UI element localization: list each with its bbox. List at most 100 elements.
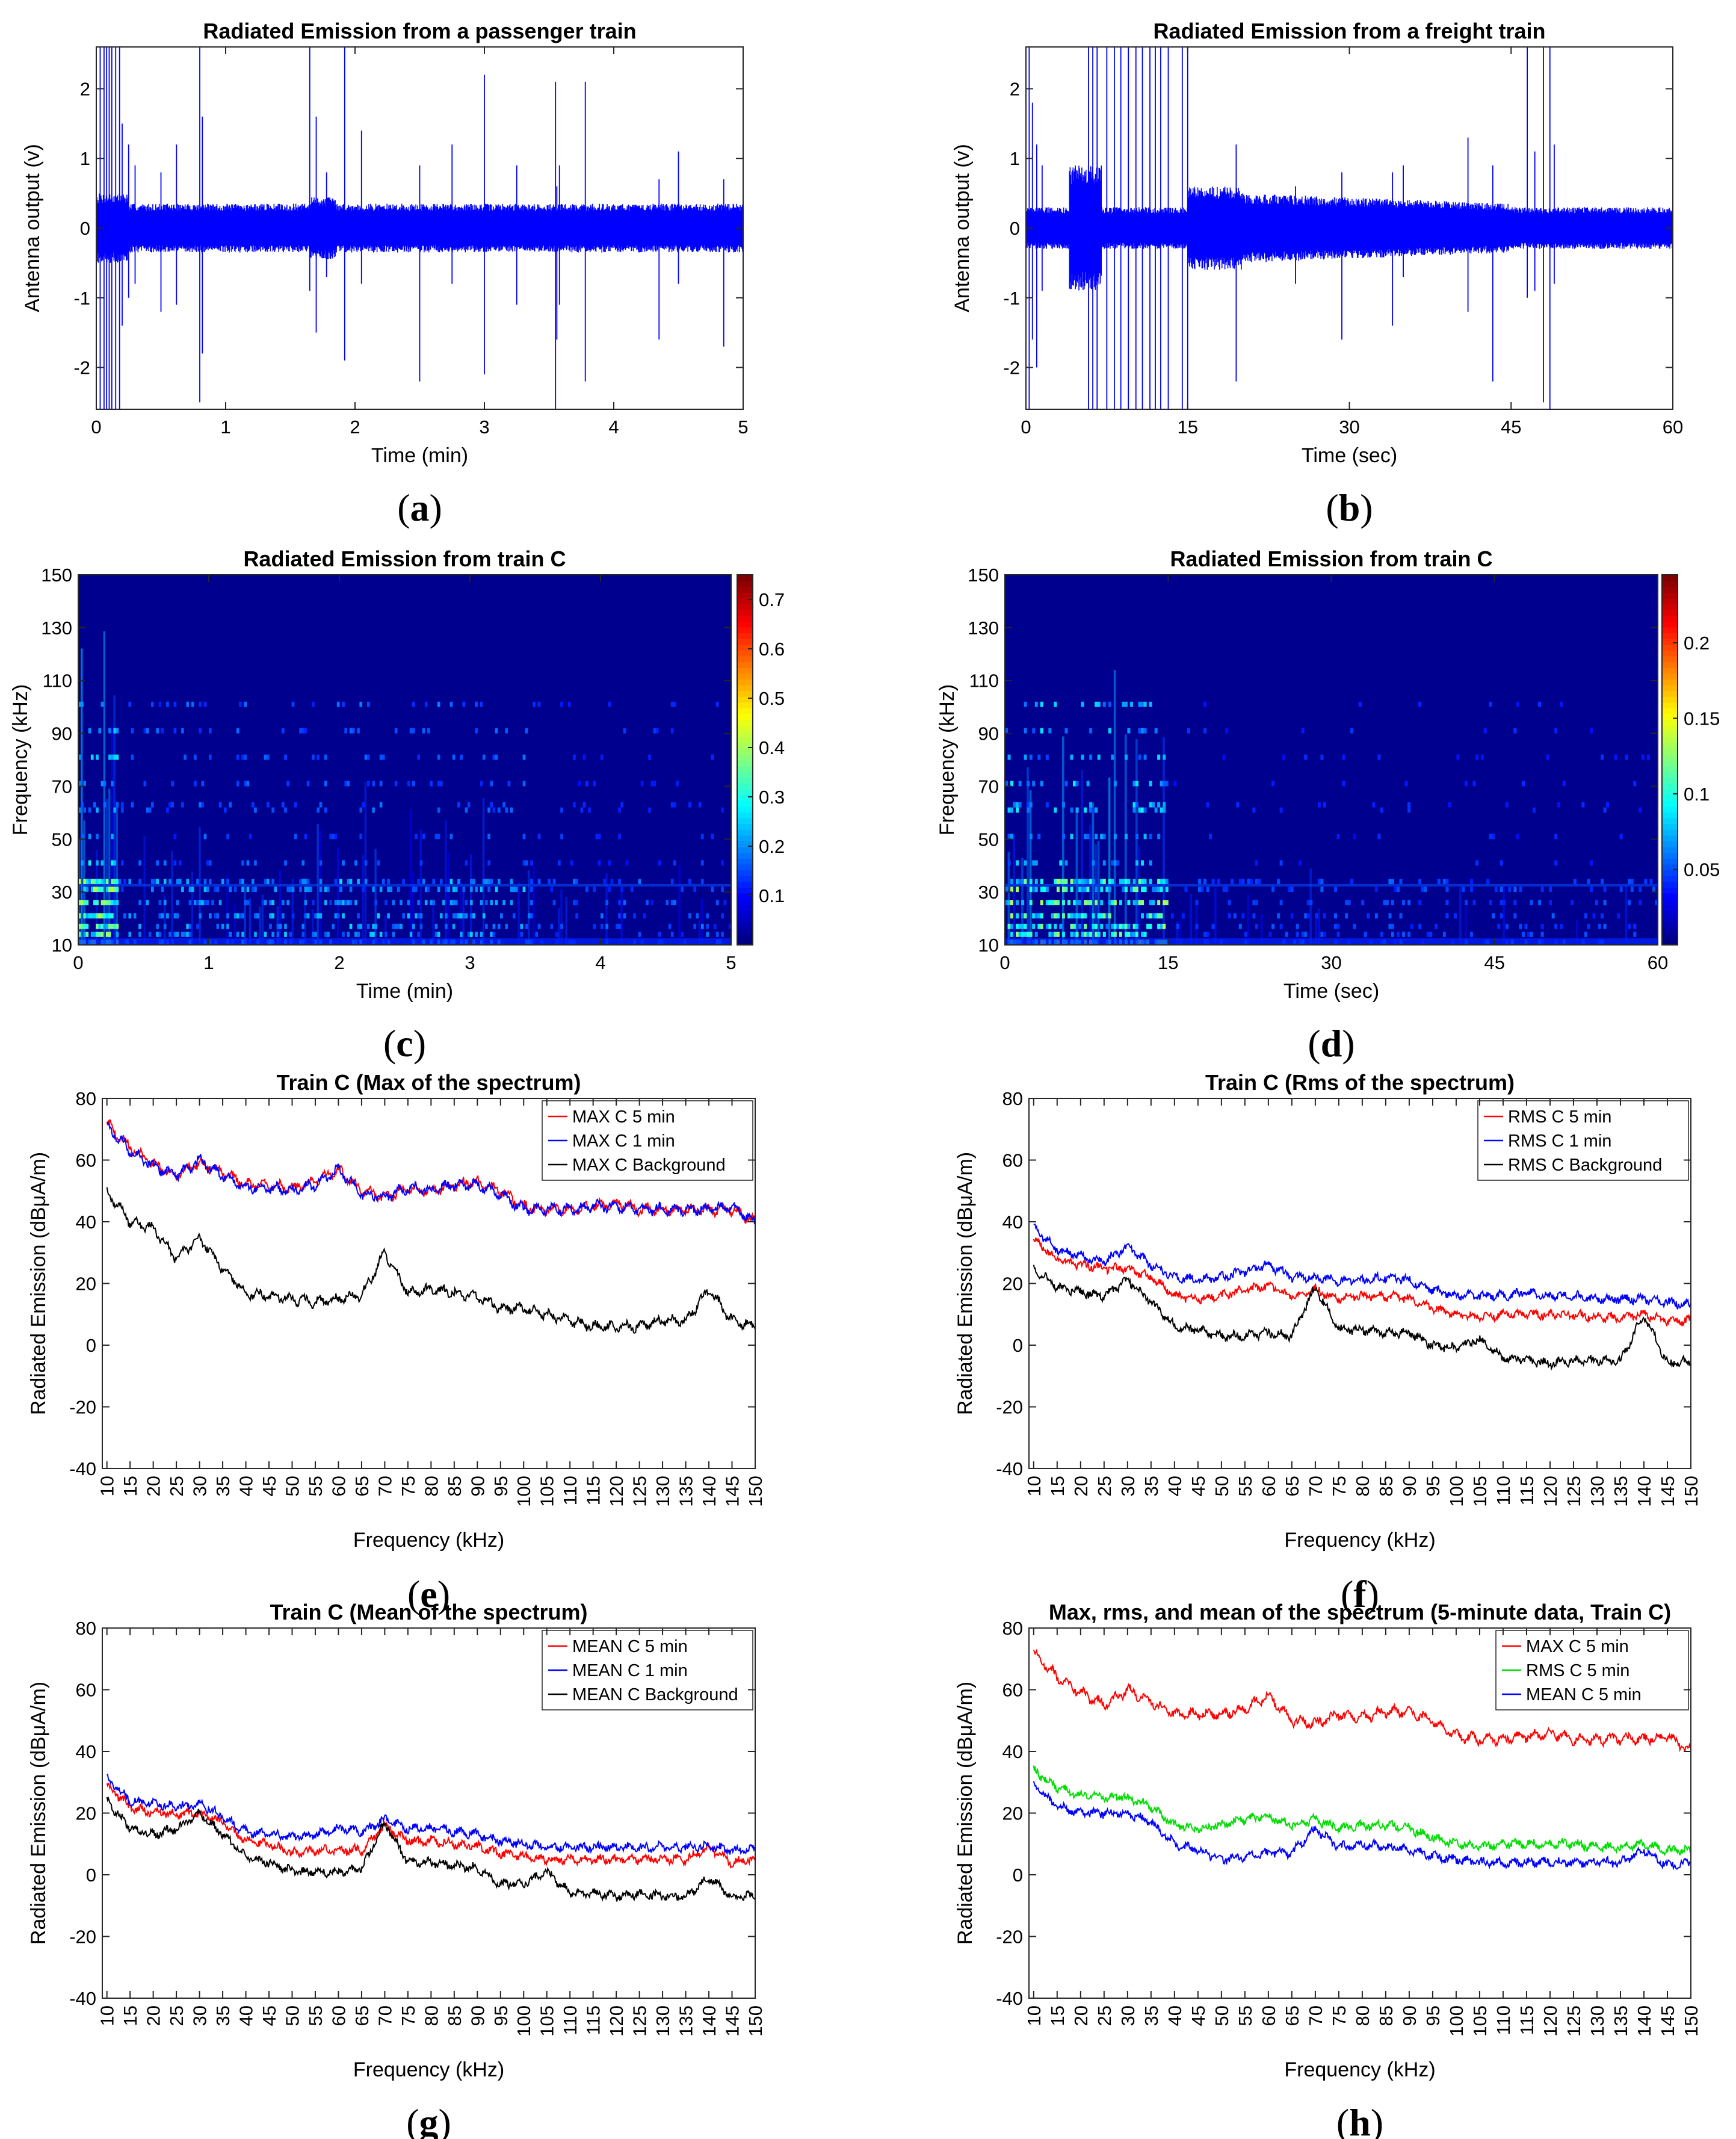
spectrogram-cell	[1113, 781, 1117, 787]
x-tick-label: 75	[398, 1476, 419, 1496]
x-tick-label: 50	[282, 1476, 303, 1496]
spectrogram-cell	[332, 834, 335, 840]
spectrogram-cell	[1152, 913, 1155, 919]
spectrogram-cell	[1141, 701, 1144, 707]
spectrogram-cell	[203, 900, 207, 906]
spectrogram-cell	[88, 834, 91, 840]
spectrogram-cell	[1598, 923, 1601, 929]
spectrogram-cell	[1524, 923, 1528, 929]
colorbar-segment	[737, 870, 753, 876]
spectrogram-cell	[1070, 923, 1073, 929]
spectrogram-cell	[688, 913, 691, 919]
spectrogram-cell	[1391, 879, 1394, 884]
x-tick-label: 140	[699, 2005, 720, 2037]
colorbar-segment	[737, 817, 753, 825]
spectrogram-cell	[359, 923, 363, 929]
spectrogram-cell	[78, 754, 81, 760]
spectrogram-cell	[1084, 932, 1087, 937]
spectrogram-cell	[1508, 887, 1512, 893]
spectrogram-cell	[176, 900, 179, 906]
spectrogram-cell	[407, 900, 410, 906]
spectrogram-cell	[271, 932, 274, 937]
spectrogram-cell	[88, 728, 91, 734]
x-tick-label: 50	[1211, 2005, 1232, 2026]
spectrogram-cell	[1081, 701, 1084, 707]
spectrogram-cell	[439, 781, 443, 787]
spectrogram-cell	[1122, 923, 1125, 929]
spectrogram-cell	[728, 923, 731, 929]
spectrogram-cell	[1084, 923, 1087, 929]
spectrogram-cell	[1279, 923, 1283, 929]
spectrogram-cell	[271, 807, 274, 813]
x-tick-label: 125	[629, 2005, 650, 2037]
spectrogram-cell	[1445, 879, 1449, 884]
x-tick-label: 20	[1070, 2005, 1092, 2026]
spectrogram-cell	[580, 807, 584, 813]
spectrogram-cell	[417, 879, 421, 884]
spectrogram-cell	[1252, 807, 1256, 813]
legend-label: MAX C 5 min	[1526, 1637, 1629, 1656]
spectrogram-cell	[1102, 913, 1106, 919]
spectrogram-cell	[116, 923, 119, 929]
x-tick-label: 90	[1399, 1476, 1420, 1496]
spectrogram-cell	[1086, 834, 1090, 840]
spectrogram-cell	[1149, 802, 1152, 808]
chart-title: Radiated Emission from a passenger train	[203, 19, 636, 43]
spectrogram-cell	[314, 913, 317, 919]
spectrogram-cell	[357, 879, 360, 884]
spectrogram-cell	[1619, 887, 1623, 893]
spectrogram-cell	[653, 781, 656, 787]
spectrogram-cell	[1056, 900, 1060, 906]
spectrogram-cell	[681, 887, 684, 893]
spectrogram-cell	[1032, 923, 1036, 929]
x-tick-label: 95	[1422, 2005, 1444, 2026]
spectrogram-cell	[696, 913, 699, 919]
spectrogram-cell	[1067, 900, 1070, 906]
spectrogram-cell	[439, 879, 443, 884]
spectrogram-cell	[1108, 900, 1111, 906]
y-tick-label: 40	[1002, 1212, 1023, 1233]
spectrogram-cell	[422, 834, 425, 840]
spectrogram-cell	[1152, 887, 1155, 893]
colorbar-segment	[737, 788, 753, 796]
x-tick-label: 15	[120, 1476, 141, 1496]
colorbar-segment	[737, 766, 753, 772]
legend-label: MEAN C Background	[572, 1685, 738, 1704]
spectrogram-cell	[457, 879, 460, 884]
spectrogram-cell	[552, 900, 556, 906]
spectrogram-stripe	[1108, 777, 1111, 945]
spectrogram-cell	[1095, 701, 1098, 707]
spectrogram-cell	[120, 887, 124, 893]
spectrogram-cell	[161, 887, 164, 893]
colorbar-segment	[1662, 702, 1678, 709]
y-tick-label: 30	[52, 882, 72, 903]
spectrogram-cell	[1157, 879, 1161, 884]
spectrogram-cell	[116, 754, 119, 760]
spectrogram-cell	[575, 879, 578, 884]
panel-caption: (a)	[397, 486, 442, 529]
legend-box	[542, 1630, 753, 1710]
spectrogram-cell	[1070, 913, 1073, 919]
spectrogram-cell	[510, 807, 513, 813]
x-tick-label: 105	[537, 1476, 558, 1507]
spectrogram-cell	[291, 913, 295, 919]
spectrogram-cell	[1244, 932, 1247, 937]
spectrogram-cell	[1113, 860, 1117, 866]
spectrogram-cell	[1005, 887, 1009, 893]
spectrogram-cell	[96, 807, 99, 813]
spectrogram-cell	[1095, 887, 1098, 893]
y-tick-label: 0	[86, 1335, 96, 1356]
spectrogram-cell	[1163, 900, 1166, 906]
spectrogram-cell	[1037, 913, 1041, 919]
spectrogram-cell	[1084, 807, 1087, 813]
spectrogram-cell	[492, 807, 496, 813]
spectrogram-cell	[1211, 923, 1215, 929]
colorbar-tick-label: 0.2	[759, 836, 785, 857]
spectrogram-stripe	[171, 850, 173, 945]
spectrogram-cell	[377, 860, 380, 866]
spectrogram-cell	[1655, 900, 1658, 906]
spectrogram-cell	[1141, 860, 1144, 866]
spectrogram-cell	[1007, 900, 1011, 906]
